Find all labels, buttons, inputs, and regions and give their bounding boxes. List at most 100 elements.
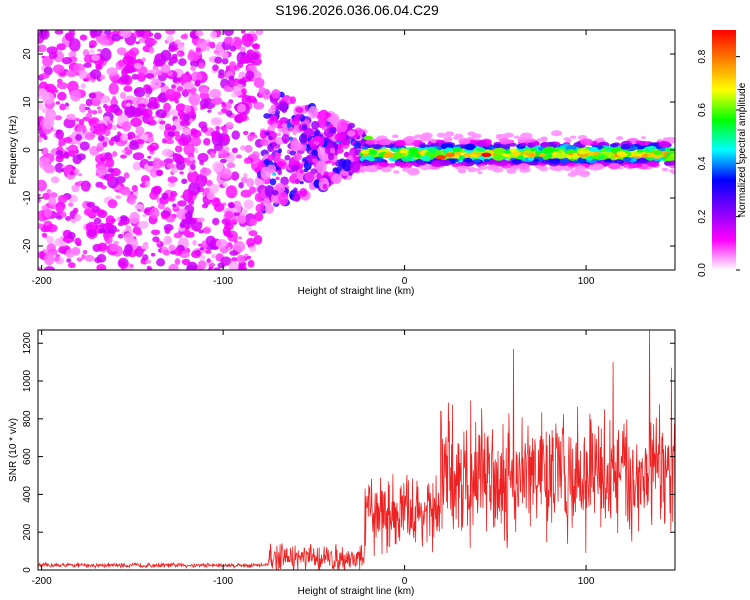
- heat-cell: [585, 157, 593, 161]
- heat-cell: [271, 89, 281, 99]
- heat-cell: [419, 135, 431, 142]
- heat-cell: [76, 257, 83, 262]
- heat-cell: [119, 74, 130, 84]
- heat-cell: [38, 193, 41, 197]
- heat-cell: [134, 229, 143, 236]
- heat-cell: [233, 65, 238, 70]
- heat-cell: [117, 233, 124, 239]
- heat-cell: [540, 137, 548, 142]
- heat-cell: [281, 133, 290, 144]
- y-tick-label: 0: [22, 147, 33, 153]
- heat-cell: [638, 145, 645, 149]
- heat-cell: [121, 149, 126, 153]
- heat-cell: [228, 75, 235, 80]
- heat-cell: [190, 136, 202, 147]
- heat-cell: [76, 126, 83, 133]
- heat-cell: [291, 117, 301, 126]
- heat-cell: [218, 149, 228, 158]
- heat-cell: [212, 217, 220, 226]
- heat-cell: [499, 138, 511, 145]
- heat-cell: [108, 139, 115, 146]
- heat-cell: [587, 151, 595, 155]
- heat-cell: [452, 146, 463, 153]
- heat-cell: [627, 163, 638, 169]
- heat-cell: [140, 207, 145, 212]
- heat-cell: [129, 142, 140, 150]
- heat-cell: [380, 166, 392, 173]
- heat-cell: [195, 47, 202, 53]
- heat-cell: [303, 128, 315, 138]
- heat-cell: [417, 160, 427, 166]
- heat-cell: [272, 172, 277, 176]
- heat-cell: [223, 134, 230, 142]
- snr-y-label: SNR (10 * v/v): [8, 418, 19, 482]
- heat-cell: [331, 173, 342, 184]
- heat-cell: [167, 181, 176, 188]
- heat-cell: [377, 149, 384, 153]
- heat-cell: [233, 39, 243, 47]
- heat-cell: [414, 134, 423, 139]
- heat-cell: [178, 58, 187, 67]
- heat-cell: [577, 134, 588, 140]
- heat-cell: [177, 137, 189, 147]
- heat-cell: [208, 184, 220, 194]
- heat-cell: [348, 122, 356, 129]
- heat-cell: [207, 41, 214, 48]
- heat-cell: [223, 30, 234, 37]
- heat-cell: [289, 96, 297, 105]
- heat-cell: [670, 152, 675, 158]
- heat-cell: [301, 124, 308, 130]
- heat-cell: [277, 191, 289, 206]
- heat-cell: [527, 156, 535, 161]
- heat-cell: [152, 40, 158, 44]
- heat-cell: [206, 192, 216, 201]
- heat-cell: [198, 243, 203, 247]
- heat-cell: [119, 91, 127, 100]
- spectrogram-x-label: Height of straight line (km): [298, 286, 415, 297]
- heat-cell: [195, 30, 204, 37]
- heat-cell: [240, 51, 246, 57]
- heat-cell: [176, 86, 184, 92]
- heat-cell: [117, 221, 124, 227]
- heat-cell: [143, 84, 151, 91]
- heat-cell: [570, 135, 577, 139]
- heat-cell: [223, 36, 233, 45]
- heat-cell: [220, 107, 228, 114]
- heat-cell: [112, 96, 117, 101]
- heat-cell: [198, 229, 204, 234]
- heat-cell: [130, 117, 142, 128]
- heat-cell: [127, 131, 136, 140]
- heat-cell: [102, 115, 111, 122]
- heat-cell: [574, 165, 587, 172]
- heat-cell: [57, 194, 68, 204]
- heat-cell: [246, 255, 252, 260]
- heat-cell: [161, 148, 174, 157]
- heat-cell: [63, 117, 76, 129]
- heat-cell: [84, 106, 91, 111]
- heat-cell: [146, 144, 156, 152]
- heat-cell: [664, 147, 673, 152]
- heat-cell: [281, 123, 288, 128]
- heat-cell: [217, 262, 226, 269]
- heat-cell: [476, 141, 486, 147]
- figure-title: S196.2026.036.06.04.C29: [275, 2, 439, 18]
- heat-cell: [106, 174, 114, 182]
- heat-cell: [304, 171, 315, 182]
- heat-cell: [444, 131, 455, 137]
- heat-cell: [58, 246, 67, 254]
- heat-cell: [263, 113, 271, 119]
- heat-cell: [509, 142, 517, 147]
- colorbar: 0.0 0.2 0.4 0.6 0.8 Normalized spectral ampl…: [697, 30, 748, 277]
- heat-cell: [596, 137, 605, 142]
- heat-cell: [102, 141, 108, 148]
- heat-cell: [550, 130, 563, 137]
- heat-cell: [275, 176, 280, 181]
- heat-cell: [100, 122, 105, 125]
- heat-cell: [264, 185, 275, 198]
- heat-cell: [226, 246, 232, 252]
- heat-cell: [209, 88, 222, 99]
- heat-cell: [225, 185, 238, 199]
- heat-cell: [409, 167, 417, 172]
- heat-cell: [246, 178, 255, 188]
- heat-cell: [66, 113, 76, 121]
